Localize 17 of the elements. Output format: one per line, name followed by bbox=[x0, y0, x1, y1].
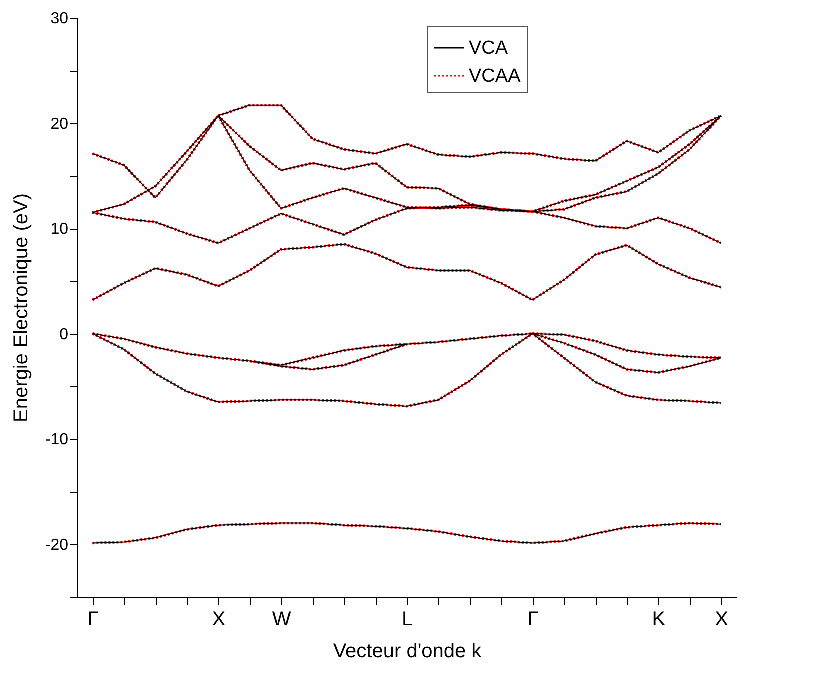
x-tick-label: X bbox=[212, 608, 226, 630]
y-tick-label: 10 bbox=[50, 221, 69, 238]
y-tick-label: -20 bbox=[45, 536, 69, 554]
x-tick-label: K bbox=[652, 608, 666, 630]
y-tick-label: -10 bbox=[45, 432, 69, 449]
x-tick-label: X bbox=[715, 608, 728, 630]
y-tick-label: 30 bbox=[50, 10, 69, 28]
x-tick-label: L bbox=[402, 608, 414, 630]
x-tick-label: Γ bbox=[528, 608, 539, 630]
y-tick-label: 0 bbox=[60, 326, 69, 344]
x-tick-label: Γ bbox=[88, 608, 99, 630]
legend-label: VCA bbox=[469, 38, 508, 59]
x-axis-title: Vecteur d'onde k bbox=[333, 640, 483, 662]
x-tick-label: W bbox=[272, 608, 292, 630]
y-axis-title: Energie Electronique (eV) bbox=[10, 193, 32, 423]
legend-label: VCAA bbox=[469, 66, 522, 87]
y-tick-label: 20 bbox=[50, 116, 69, 133]
